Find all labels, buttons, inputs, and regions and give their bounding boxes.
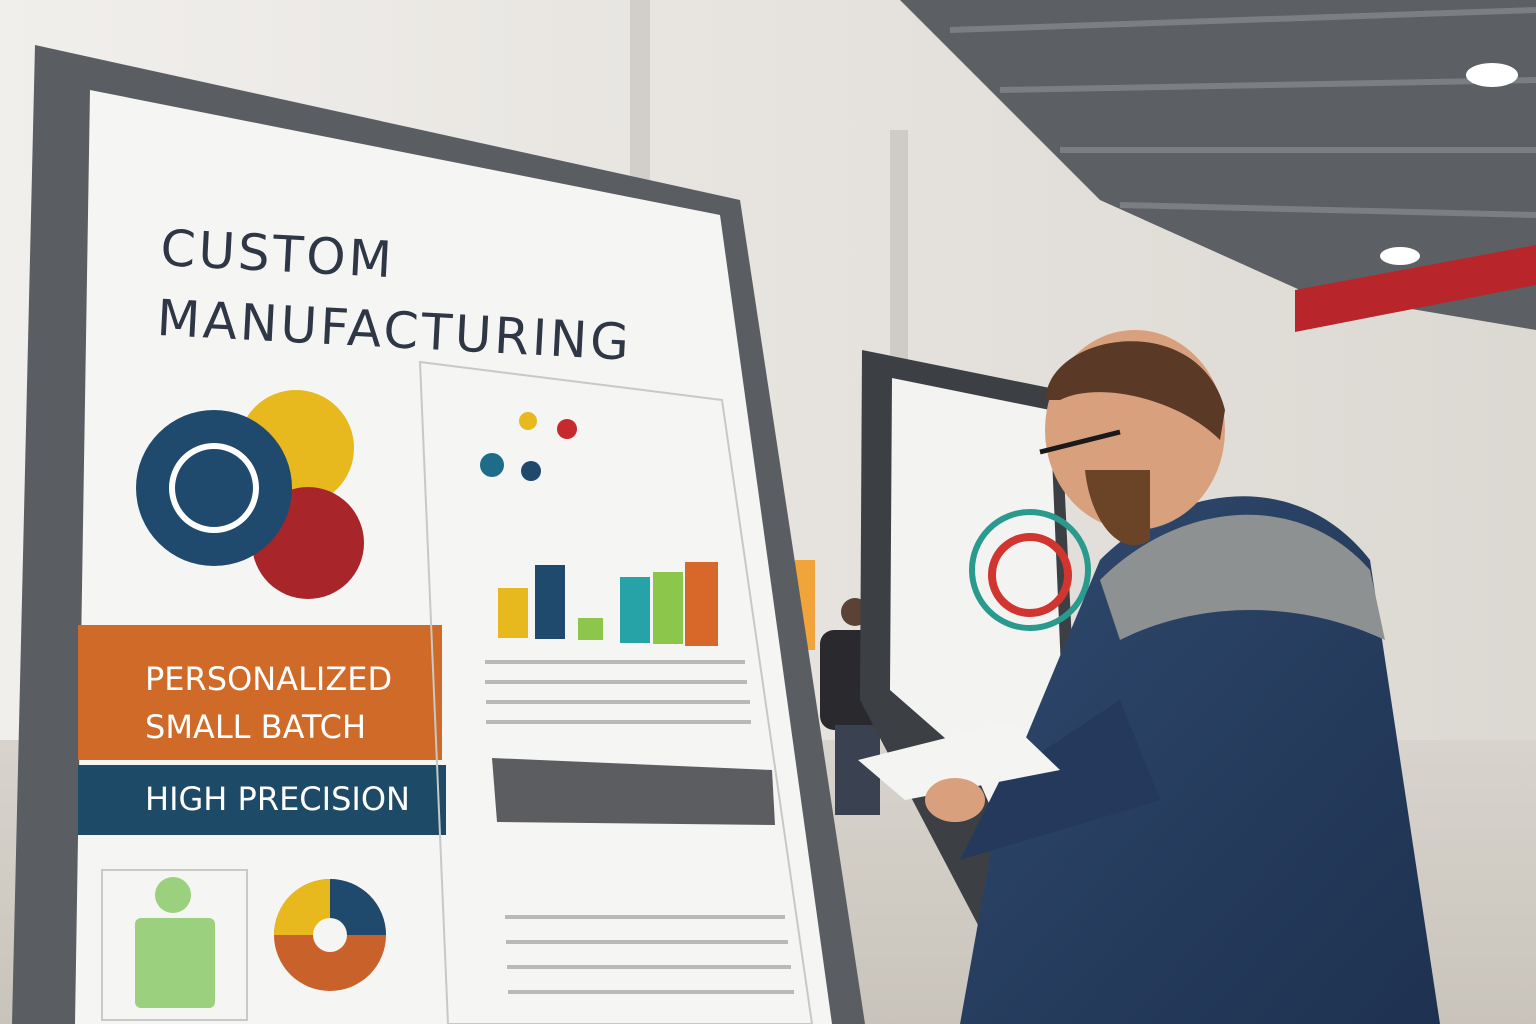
banner-orange [78,625,442,760]
icon-frame [101,869,248,1021]
banner-blue [78,765,446,835]
beam [949,7,1536,33]
inner-document [418,360,814,1024]
title-line: CUSTOM [159,219,396,289]
hand [925,778,985,822]
banner-text: PERSONALIZED [145,660,392,698]
ceiling-light [1380,247,1420,265]
ceiling-light [1466,63,1518,87]
ceiling-beams [949,7,1536,218]
dot [519,412,537,430]
icon-glyph [169,443,259,533]
jacket-shoulder [1100,514,1385,640]
donut-hole [313,918,347,952]
tablet [858,722,1060,800]
beam [999,77,1536,93]
mini-bar [535,565,565,639]
mini-bars [498,562,718,646]
mini-bar [685,562,718,646]
dot [521,461,541,481]
text-line [485,680,747,684]
dot [557,419,577,439]
dot [480,453,504,477]
mini-bar [653,572,683,644]
text-line [486,700,750,704]
man-jacket [960,496,1440,1024]
figure-head [155,877,191,913]
dark-box [492,758,775,825]
ring [969,509,1091,631]
donut-segment [330,879,386,935]
banner-text: SMALL BATCH [145,708,366,746]
donut-segment [274,879,330,935]
text-line [485,660,745,664]
man-arm [960,700,1160,860]
man-hair [1045,341,1225,440]
beam [1119,202,1536,218]
banner-text: HIGH PRECISION [145,780,410,818]
text-line [486,720,751,724]
ring [988,533,1072,617]
glasses [1039,429,1121,455]
text-lines [485,660,794,994]
text-line [507,965,791,969]
text-line [506,940,788,944]
text-line [505,915,785,919]
red-sign [1295,245,1536,332]
icon-blue [136,410,292,566]
mini-bar [620,577,650,643]
mini-bar [578,618,603,640]
figure-body [135,918,215,1008]
man-beard [1085,470,1150,546]
text-line [508,990,794,994]
mini-bar [498,588,528,638]
